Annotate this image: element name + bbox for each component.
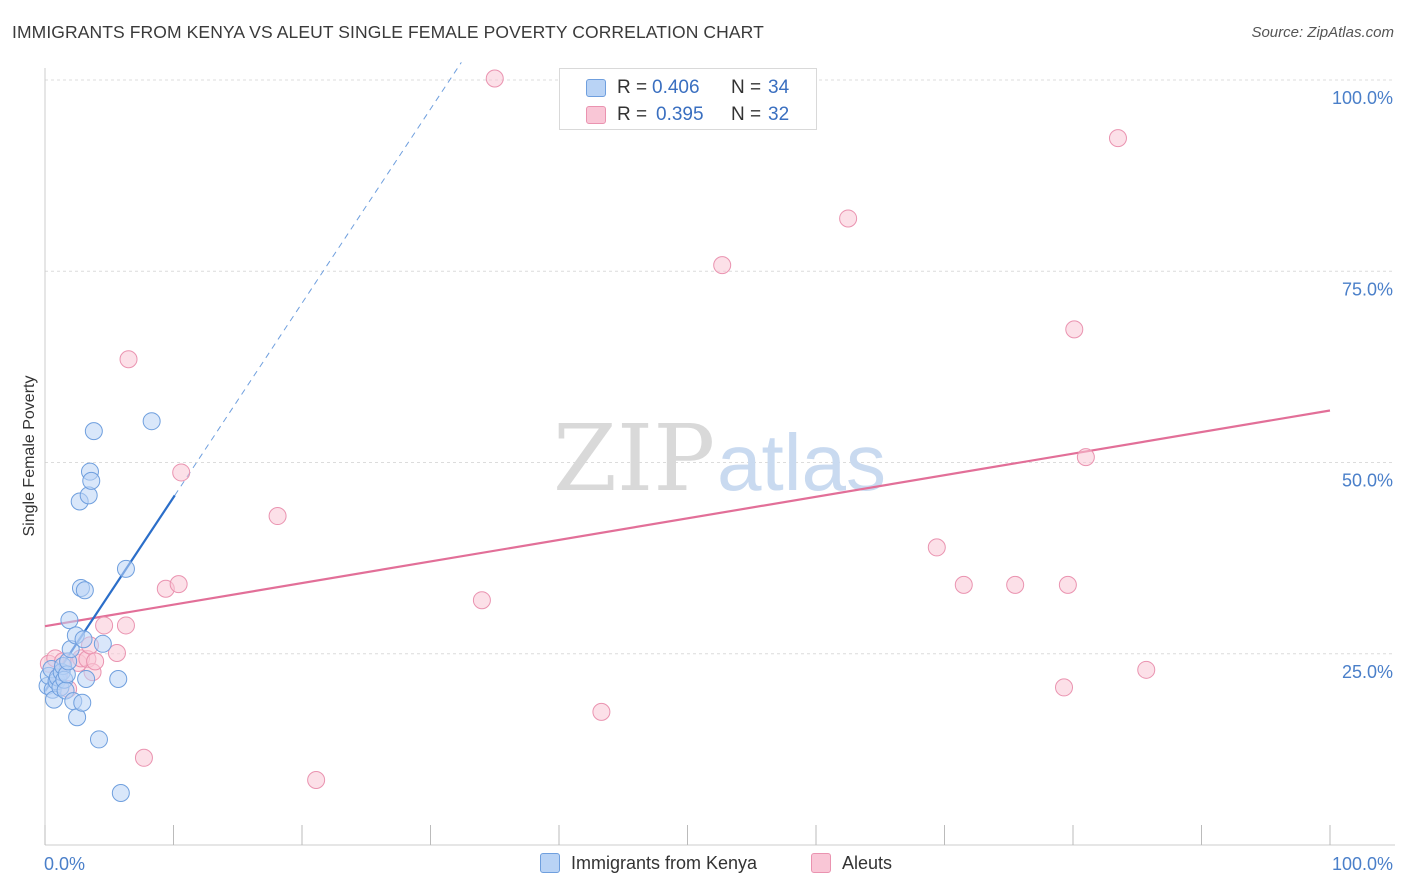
point-kenya[interactable] (77, 669, 96, 688)
point-aleuts[interactable] (954, 575, 973, 594)
legend-r-value: 0.395 (656, 104, 704, 125)
point-kenya[interactable] (89, 730, 108, 749)
point-aleuts[interactable] (472, 591, 491, 610)
point-aleuts[interactable] (95, 616, 114, 635)
legend-r-label: R = (617, 77, 648, 98)
y-tick-label: 100.0% (1332, 88, 1393, 108)
point-aleuts[interactable] (116, 616, 135, 635)
legend-swatch-kenya (586, 79, 606, 97)
point-aleuts[interactable] (119, 350, 138, 369)
correlation-legend: R = 0.406 N = 34 R = 0.395 N = 32 (559, 68, 817, 130)
point-aleuts[interactable] (1065, 320, 1084, 339)
point-aleuts[interactable] (1006, 575, 1025, 594)
y-tick-label: 50.0% (1342, 471, 1393, 491)
point-kenya[interactable] (116, 559, 135, 578)
point-aleuts[interactable] (1137, 660, 1156, 679)
x-tick-label: 100.0% (1332, 854, 1393, 874)
legend-n-value: 34 (768, 77, 790, 98)
x-tick-label: 0.0% (44, 854, 85, 874)
legend-label-kenya: Immigrants from Kenya (571, 853, 758, 873)
legend-n-label: N = (731, 104, 762, 125)
point-aleuts[interactable] (172, 463, 191, 482)
point-aleuts[interactable] (839, 209, 858, 228)
watermark-zip: ZIP (553, 405, 715, 512)
trend-line-aleuts (44, 409, 1331, 628)
tick-labels: 25.0% 50.0% 75.0% 100.0% 0.0% 100.0% (44, 88, 1393, 874)
point-aleuts[interactable] (169, 575, 188, 594)
point-aleuts[interactable] (485, 69, 504, 88)
point-kenya[interactable] (73, 693, 92, 712)
legend-swatch-kenya (540, 853, 560, 873)
legend-r-value: 0.406 (652, 77, 700, 98)
trend-line-kenya-extension (174, 62, 462, 496)
gridlines (45, 79, 1395, 655)
point-kenya[interactable] (109, 669, 128, 688)
point-aleuts[interactable] (592, 702, 611, 721)
legend-swatch-aleuts (586, 106, 606, 124)
legend-n-label: N = (731, 77, 762, 98)
point-aleuts[interactable] (107, 643, 126, 662)
point-kenya[interactable] (60, 611, 79, 630)
legend-r-label: R = (617, 104, 648, 125)
legend-label-aleuts: Aleuts (842, 853, 893, 873)
point-aleuts[interactable] (86, 652, 105, 671)
trend-lines (44, 62, 1331, 692)
source-label: Source: ZipAtlas.com (1251, 24, 1394, 41)
point-kenya[interactable] (75, 581, 94, 600)
point-aleuts[interactable] (927, 538, 946, 557)
point-kenya[interactable] (93, 634, 112, 653)
legend-n-value: 32 (768, 104, 790, 125)
y-tick-label: 75.0% (1342, 279, 1393, 299)
point-aleuts[interactable] (1076, 448, 1095, 467)
point-kenya[interactable] (74, 630, 93, 649)
point-aleuts[interactable] (134, 748, 153, 767)
legend-swatch-aleuts (811, 853, 831, 873)
axes (44, 68, 1395, 846)
point-kenya[interactable] (84, 422, 103, 441)
legend-row-kenya: R = 0.406 N = 34 (560, 75, 816, 101)
point-aleuts[interactable] (713, 256, 732, 275)
watermark-atlas: atlas (717, 418, 886, 507)
legend-row-aleuts: R = 0.395 N = 32 (560, 102, 816, 128)
point-kenya[interactable] (111, 783, 130, 802)
y-axis-label: Single Female Poverty (21, 376, 38, 537)
point-aleuts[interactable] (1055, 678, 1074, 697)
watermark: ZIP atlas (553, 405, 886, 512)
point-aleuts[interactable] (1058, 575, 1077, 594)
series-kenya-points (38, 412, 161, 802)
point-aleuts[interactable] (1108, 129, 1127, 148)
point-kenya[interactable] (142, 412, 161, 431)
y-tick-label: 25.0% (1342, 662, 1393, 682)
point-aleuts[interactable] (307, 770, 326, 789)
chart-title: IMMIGRANTS FROM KENYA VS ALEUT SINGLE FE… (12, 22, 764, 42)
point-aleuts[interactable] (268, 507, 287, 526)
point-kenya[interactable] (82, 471, 101, 490)
